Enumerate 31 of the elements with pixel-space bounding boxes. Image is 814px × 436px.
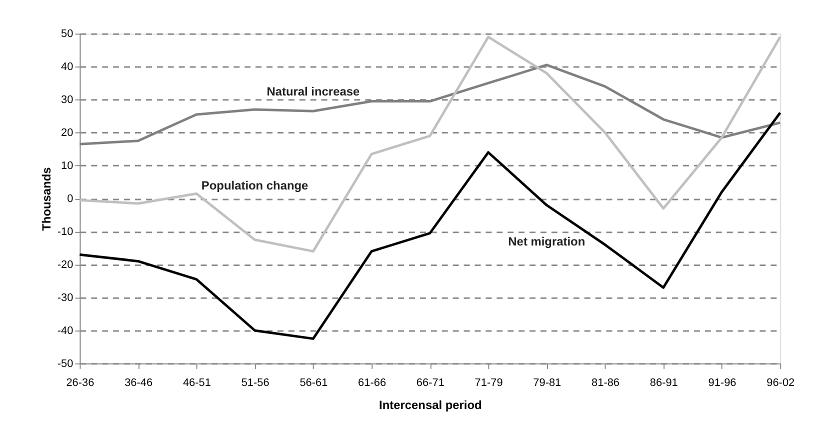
y-tick-label: 30 [61,94,74,106]
x-tick-label: 86-91 [650,376,678,389]
y-tick-label: -30 [57,292,74,304]
x-tick-label: 96-02 [766,376,795,389]
series-label: Natural increase [266,84,360,98]
y-tick-label: 10 [61,160,74,172]
y-tick-label: -10 [57,226,74,238]
line-series [78,112,782,340]
x-tick-label: 71-79 [474,376,503,389]
x-tick-label: 81-86 [592,376,620,389]
series-label: Net migration [508,234,586,248]
y-tick-label: 20 [61,127,74,140]
x-tick-label: 51-56 [241,376,270,389]
x-tick-label: 79-81 [533,376,562,389]
y-tick-label: 0 [67,193,74,206]
x-axis-title: Intercensal period [379,398,482,412]
line-series [78,36,782,253]
x-tick-label: 66-71 [416,376,444,389]
x-tick-label: 36-46 [124,376,153,389]
y-tick-label: 50 [61,28,74,40]
y-tick-label: 40 [61,61,74,74]
x-tick-label: 46-51 [182,376,211,389]
series-label: Population change [201,178,309,192]
x-tick-label: 26-36 [66,376,94,389]
x-tick-label: 61-66 [358,376,386,389]
y-tick-label: -40 [57,324,74,337]
y-axis-title: Thousands [39,166,54,231]
x-tick-label: 56-61 [300,376,328,389]
y-tick-label: -50 [57,358,74,370]
y-tick-label: -20 [57,258,74,271]
x-tick-label: 91-96 [708,376,736,389]
